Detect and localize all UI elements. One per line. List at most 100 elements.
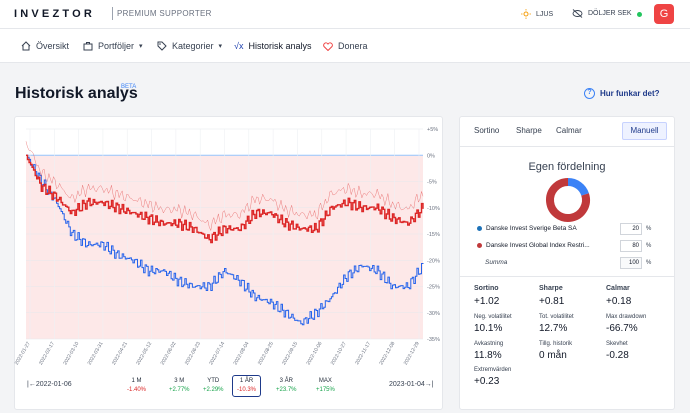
nav-donate[interactable]: Donera xyxy=(323,41,368,51)
donut-slice xyxy=(567,178,589,196)
help-label: Hur funkar det? xyxy=(600,89,660,98)
nav-categories[interactable]: Kategorier ▾ xyxy=(157,41,222,51)
page-title: Historisk analys xyxy=(15,85,138,102)
sum-value: 100 xyxy=(620,257,642,269)
percent-sign: % xyxy=(646,226,652,232)
period-label: MAX xyxy=(318,378,332,384)
tab-calmar[interactable]: Calmar xyxy=(556,126,582,135)
metric-skew-value: -0.28 xyxy=(606,350,629,361)
premium-badge: PREMIUM SUPPORTER xyxy=(117,9,212,18)
avatar[interactable]: G xyxy=(654,4,674,24)
allocation-donut xyxy=(546,178,590,222)
period-3m[interactable]: 3 M +2.77% xyxy=(169,377,190,395)
chart-card xyxy=(14,116,443,410)
help-link[interactable]: ? Hur funkar det? xyxy=(584,88,660,99)
fund-row-1: Danske Invest Sverige Beta SA xyxy=(477,225,577,232)
fund-dot xyxy=(477,226,482,231)
nav-historical-analysis[interactable]: √x Historisk analys xyxy=(234,41,311,51)
top-bar: INVEZTOR PREMIUM SUPPORTER LJUS DÖLJER S… xyxy=(0,0,690,29)
period-ytd[interactable]: YTD +2.29% xyxy=(203,377,224,395)
metric-extreme-value: +0.23 xyxy=(474,376,500,387)
period-value: +23.7% xyxy=(276,387,297,393)
divider xyxy=(460,276,674,277)
period-value: +2.77% xyxy=(169,387,190,393)
metric-sortino-label: Sortino xyxy=(474,285,499,292)
metric-skew-label: Skevhet xyxy=(606,341,628,347)
briefcase-icon xyxy=(83,42,93,51)
period-value: +175% xyxy=(316,387,335,393)
metric-return-value: 11.8% xyxy=(474,350,502,361)
eye-off-icon xyxy=(572,9,583,18)
hide-label: DÖLJER SEK xyxy=(588,10,632,17)
metric-drawdown-label: Max drawdown xyxy=(606,314,647,320)
period-value: -10.3% xyxy=(237,387,257,393)
percent-sign: % xyxy=(646,260,652,266)
tab-sortino[interactable]: Sortino xyxy=(474,126,500,135)
nav-bar: Översikt Portföljer ▾ Kategorier ▾ √x Hi… xyxy=(0,29,690,63)
metric-history-label: Tillg. historik xyxy=(539,341,573,347)
nav-overview[interactable]: Översikt xyxy=(21,41,69,51)
period-1y[interactable]: 1 ÅR -10.3% xyxy=(232,375,262,397)
divider xyxy=(460,146,674,147)
period-value: -1.40% xyxy=(127,387,147,393)
period-start-button[interactable]: |←2022-01-06 xyxy=(27,381,72,388)
period-label: 1 M xyxy=(131,378,142,384)
metric-extreme-label: Extremvärden xyxy=(474,367,512,373)
nav-label: Översikt xyxy=(36,41,70,51)
metric-history-value: 0 mån xyxy=(539,350,567,361)
nav-label: Donera xyxy=(338,41,368,51)
nav-label: Historisk analys xyxy=(248,41,312,51)
period-max[interactable]: MAX +175% xyxy=(316,377,335,395)
nav-label: Portföljer xyxy=(98,41,135,51)
home-icon xyxy=(21,41,31,51)
period-label: 3 ÅR xyxy=(279,378,293,384)
allocation-input-1[interactable]: 20 xyxy=(620,223,642,235)
logo-divider xyxy=(112,7,113,20)
period-label: 3 M xyxy=(174,378,185,384)
status-dot xyxy=(637,12,642,17)
question-icon: ? xyxy=(584,88,595,99)
allocation-title: Egen fördelning xyxy=(528,161,606,173)
period-end-button[interactable]: 2023-01-04→| xyxy=(389,381,434,388)
metric-neg-vol-value: 10.1% xyxy=(474,323,503,334)
metric-tot-vol-value: 12.7% xyxy=(539,323,568,334)
logo[interactable]: INVEZTOR xyxy=(14,8,95,20)
period-1m[interactable]: 1 M -1.40% xyxy=(127,377,146,395)
beta-badge: BETA xyxy=(121,84,137,90)
fund-row-2: Danske Invest Global Index Restri... xyxy=(477,242,590,249)
metric-tot-vol-label: Tot. volatilitet xyxy=(539,314,574,320)
hide-amounts-toggle[interactable]: DÖLJER SEK xyxy=(572,9,632,18)
metric-return-label: Avkastning xyxy=(474,341,504,347)
logo-text: INVEZTOR xyxy=(14,8,96,20)
metric-sortino-value: +1.02 xyxy=(474,296,500,307)
heart-icon xyxy=(323,41,333,51)
metric-calmar-value: +0.18 xyxy=(606,296,632,307)
period-3y[interactable]: 3 ÅR +23.7% xyxy=(276,377,297,395)
metric-neg-vol-label: Neg. volatilitet xyxy=(474,314,512,320)
donut-slice xyxy=(546,178,590,222)
period-label: YTD xyxy=(207,378,220,384)
metric-calmar-label: Calmar xyxy=(606,285,630,292)
sum-label: Summa xyxy=(485,259,508,266)
sun-icon xyxy=(521,9,531,19)
allocation-input-2[interactable]: 80 xyxy=(620,240,642,252)
chevron-down-icon: ▾ xyxy=(139,43,143,50)
tab-manual[interactable]: Manuell xyxy=(622,122,667,140)
theme-label: LJUS xyxy=(536,10,554,18)
sqrt-icon: √x xyxy=(234,41,244,51)
fund-dot xyxy=(477,243,482,248)
metric-sharpe-label: Sharpe xyxy=(539,285,563,292)
chevron-down-icon: ▾ xyxy=(218,43,223,50)
period-label: 1 ÅR xyxy=(239,378,254,384)
percent-sign: % xyxy=(646,243,652,249)
metric-drawdown-value: -66.7% xyxy=(606,323,638,334)
tab-sharpe[interactable]: Sharpe xyxy=(516,126,542,135)
nav-portfolios[interactable]: Portföljer ▾ xyxy=(83,41,143,51)
fund-name: Danske Invest Sverige Beta SA xyxy=(486,225,577,232)
theme-toggle[interactable]: LJUS xyxy=(521,9,553,19)
tag-icon xyxy=(157,41,167,51)
period-value: +2.29% xyxy=(203,387,224,393)
metric-sharpe-value: +0.81 xyxy=(539,296,565,307)
nav-label: Kategorier xyxy=(172,41,214,51)
fund-name: Danske Invest Global Index Restri... xyxy=(486,242,590,249)
